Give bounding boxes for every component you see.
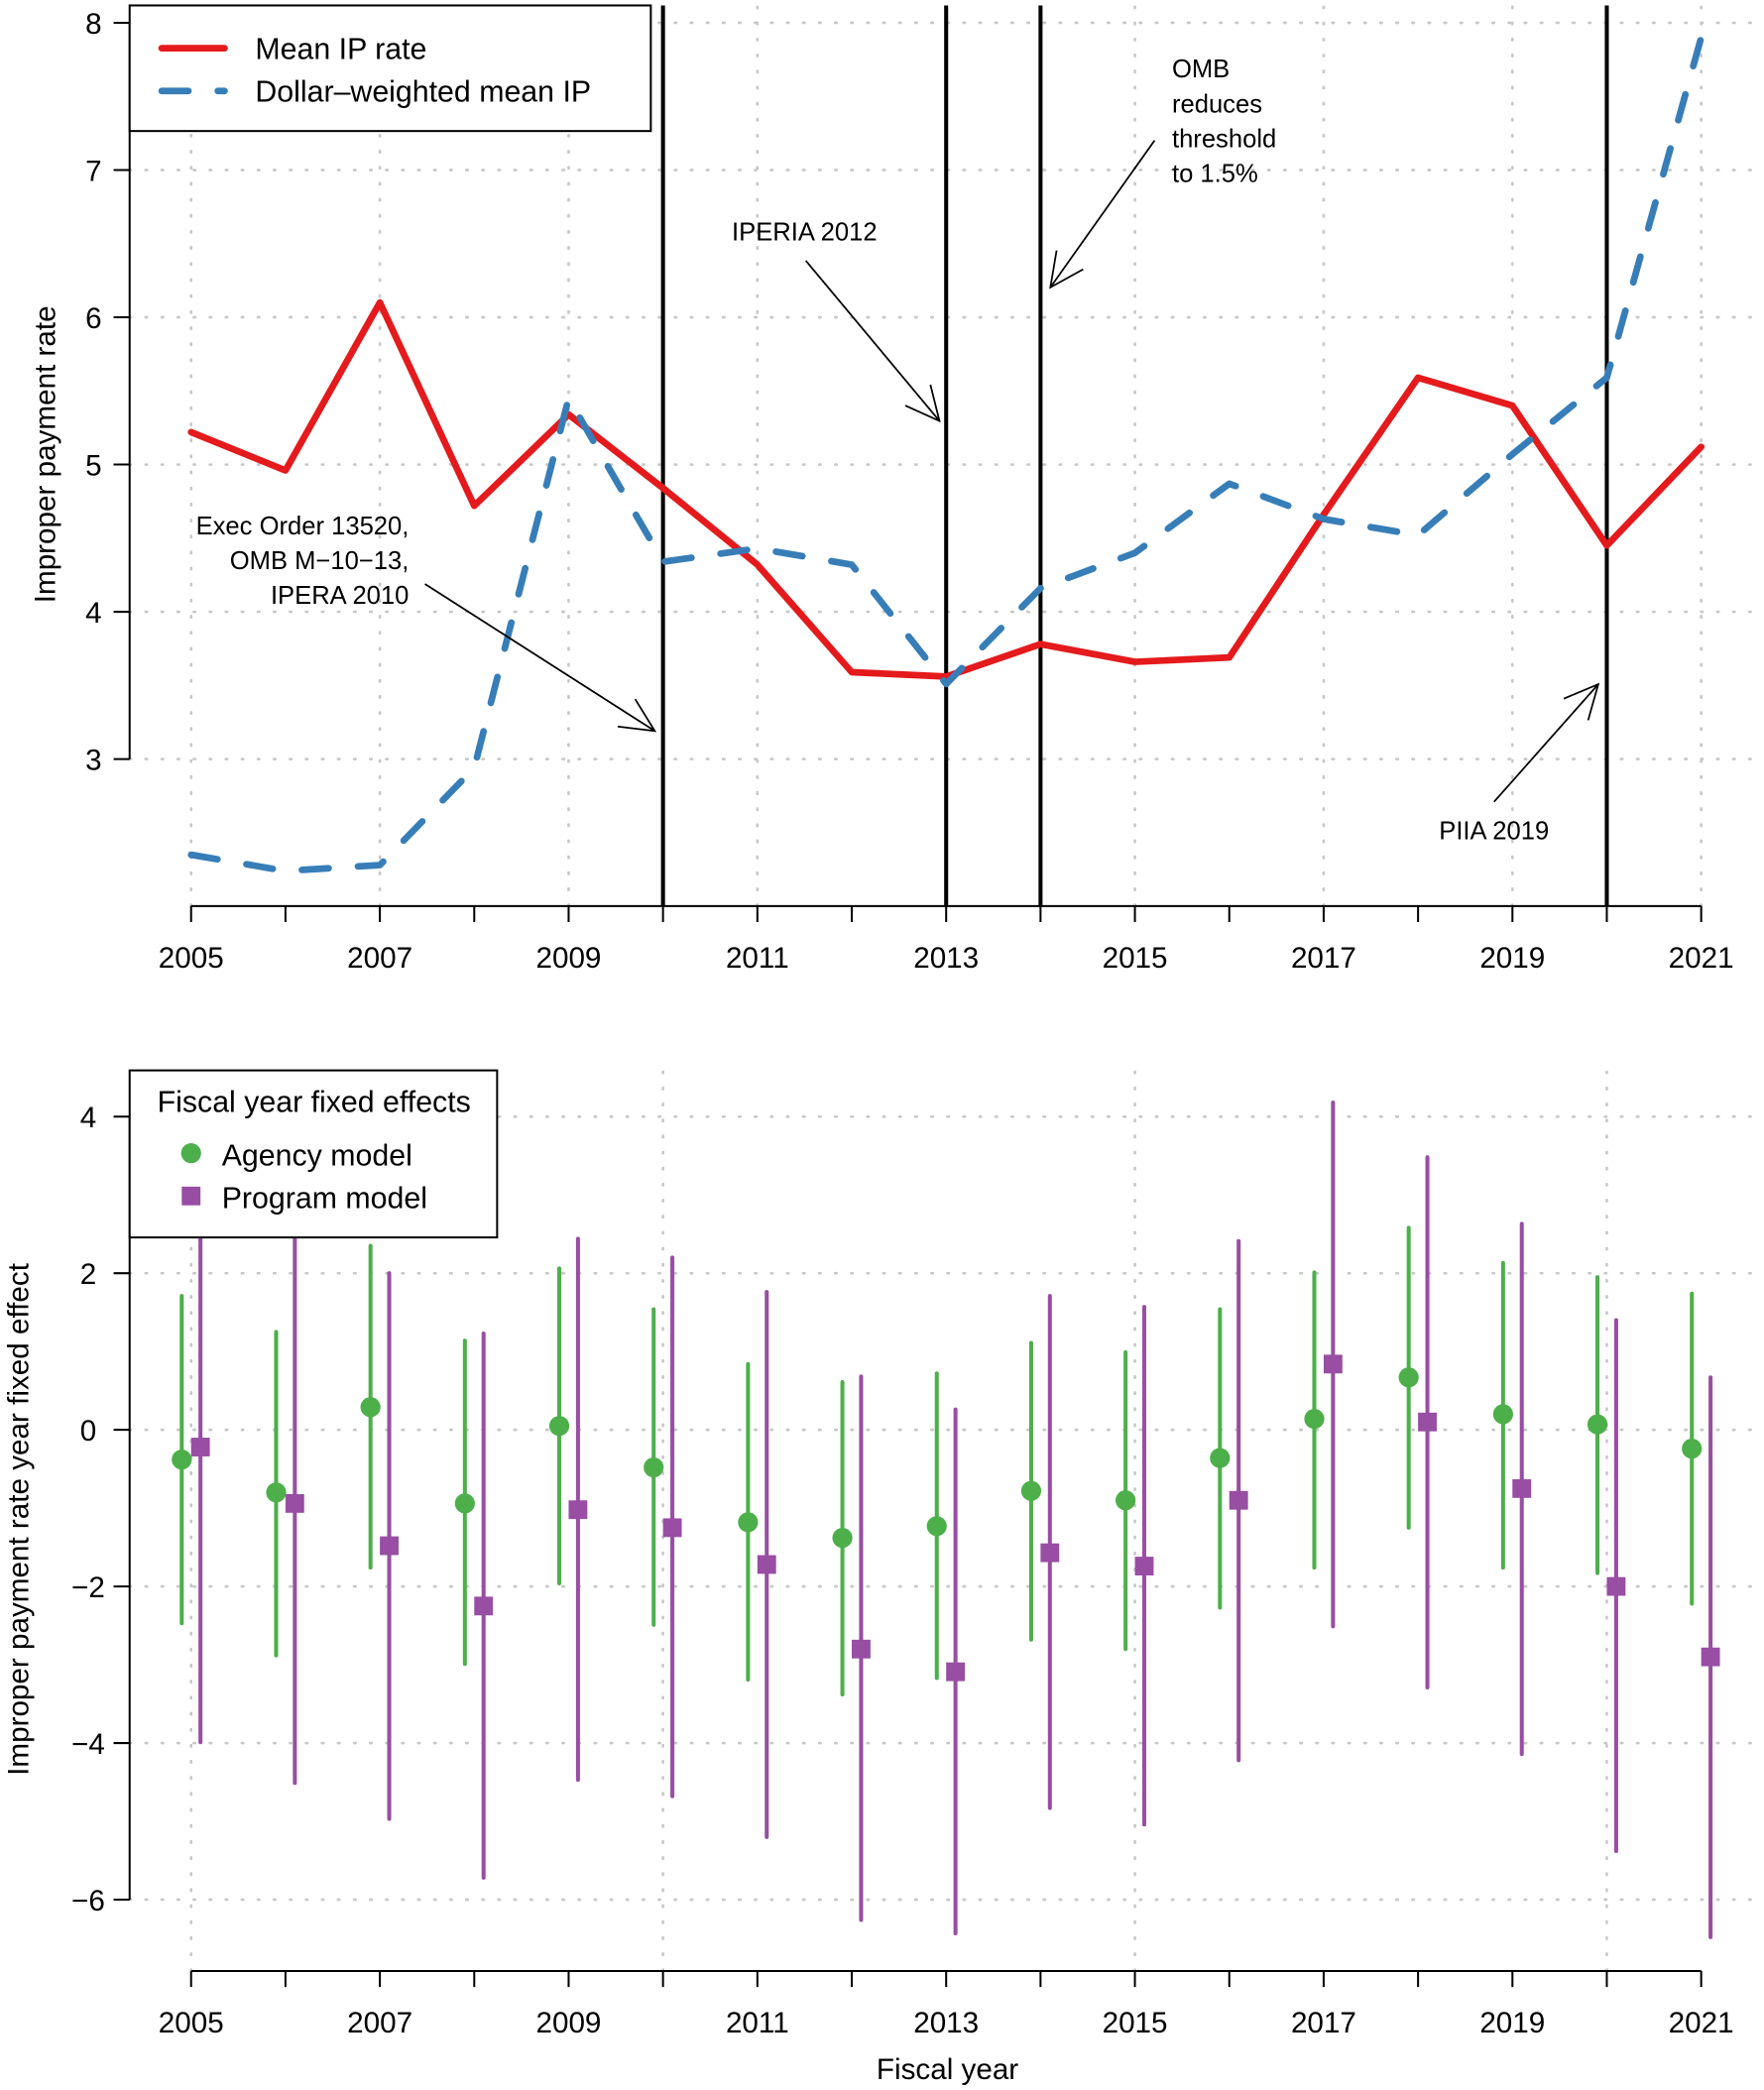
y-tick-label: 3	[85, 744, 102, 776]
program-point	[1134, 1557, 1154, 1575]
annotation-text: PIIA 2019	[1439, 817, 1549, 845]
legend-box	[128, 4, 652, 133]
agency-point	[1020, 1480, 1042, 1501]
x-tick-label: 2013	[913, 942, 979, 975]
x-tick-label: 2017	[1291, 2007, 1356, 2039]
y-axis-label: Improper payment rate year fixed effect	[2, 1262, 35, 1776]
x-tick-label: 2011	[726, 2007, 789, 2039]
x-tick-label: 2017	[1291, 942, 1356, 975]
agency-point	[360, 1397, 381, 1418]
legend-title: Fiscal year fixed effects	[158, 1086, 471, 1118]
program-point	[474, 1596, 494, 1616]
program-point	[946, 1662, 966, 1682]
bottom-chart: −6 −4 −2 0 2 4 2005 2007 2009 2011 2013 2015 2017 201…	[2, 1069, 1764, 2086]
x-tick-label: 2009	[535, 2007, 601, 2039]
program-point	[1040, 1543, 1060, 1563]
program-point	[1606, 1576, 1626, 1596]
program-point	[568, 1500, 588, 1520]
agency-point	[548, 1416, 570, 1437]
x-tick-label: 2011	[726, 942, 789, 975]
agency-point	[1116, 1490, 1136, 1511]
x-tick-label: 2007	[347, 942, 412, 975]
agency-point	[1398, 1367, 1419, 1388]
legend-swatch-agency	[180, 1143, 201, 1164]
legend-label: Program model	[222, 1182, 427, 1215]
y-tick-label: 4	[80, 1102, 96, 1134]
y-axis-label: Improper payment rate	[29, 305, 61, 603]
program-point	[285, 1493, 304, 1513]
program-point	[190, 1438, 210, 1456]
x-tick-label: 2019	[1479, 942, 1545, 975]
annotation-text: Exec Order 13520,	[196, 513, 410, 540]
annotation-text: to 1.5%	[1172, 160, 1258, 187]
x-tick-label: 2015	[1103, 942, 1168, 975]
legend-label: Mean IP rate	[255, 33, 426, 65]
program-point	[662, 1518, 682, 1538]
x-tick-label: 2019	[1479, 2007, 1545, 2039]
program-point	[1229, 1490, 1248, 1510]
annotation-text: OMB	[1172, 56, 1230, 83]
x-tick-label: 2009	[535, 942, 601, 975]
program-point	[852, 1639, 871, 1659]
agency-point	[1682, 1438, 1703, 1459]
program-point	[380, 1536, 399, 1556]
annotation-text: IPERA 2010	[271, 582, 409, 610]
x-axis-label: Fiscal year	[877, 2053, 1018, 2086]
arrowhead	[904, 384, 941, 423]
agency-point	[454, 1493, 475, 1514]
agency-point	[738, 1512, 759, 1533]
agency-point	[266, 1482, 287, 1503]
annotation-text: reduces	[1172, 90, 1262, 118]
arrowhead	[1049, 250, 1084, 290]
legend-swatch-program	[181, 1186, 201, 1206]
y-tick-label: −4	[71, 1728, 105, 1761]
y-tick-label: 5	[85, 449, 102, 482]
annotation-arrow	[1049, 140, 1156, 289]
program-point	[1323, 1354, 1343, 1374]
legend-label: Dollar–weighted mean IP	[255, 76, 591, 109]
x-tick-label: 2005	[159, 2007, 224, 2039]
y-tick-label: 0	[80, 1415, 96, 1448]
agency-point	[1587, 1414, 1608, 1435]
agency-point	[926, 1516, 947, 1537]
y-tick-label: −6	[71, 1885, 105, 1917]
y-tick-label: 4	[85, 597, 102, 630]
annotation-text: threshold	[1172, 125, 1276, 153]
x-tick-label: 2013	[913, 2007, 979, 2039]
y-tick-label: 6	[85, 302, 102, 335]
annotation-arrow	[1493, 683, 1599, 803]
agency-point	[832, 1528, 853, 1549]
agency-point	[1492, 1404, 1513, 1425]
arrowhead	[1563, 682, 1600, 721]
annotation-arrow	[424, 583, 655, 733]
x-tick-label: 2021	[1669, 2007, 1734, 2039]
top-chart: 3 4 5 6 7 8 2005 2007 2009 2011 2013 2015 2017 2019 20…	[29, 4, 1764, 975]
agency-point	[172, 1450, 192, 1470]
arrowhead	[617, 698, 657, 733]
program-point	[1512, 1478, 1532, 1498]
program-point	[1418, 1412, 1437, 1432]
agency-point	[1210, 1448, 1231, 1468]
x-tick-label: 2005	[159, 942, 224, 975]
y-tick-label: 8	[85, 8, 102, 41]
x-tick-label: 2021	[1669, 942, 1734, 975]
annotation-text: OMB M−10−13,	[230, 547, 410, 575]
x-tick-label: 2007	[347, 2007, 412, 2039]
legend-label: Agency model	[222, 1139, 412, 1172]
program-point	[1701, 1647, 1720, 1667]
annotation-text: IPERIA 2012	[732, 219, 878, 247]
y-tick-label: −2	[71, 1571, 105, 1604]
y-tick-label: 7	[85, 155, 102, 187]
x-tick-label: 2015	[1103, 2007, 1168, 2039]
program-point	[757, 1555, 776, 1574]
agency-point	[1304, 1408, 1325, 1430]
agency-point	[644, 1456, 664, 1478]
y-tick-label: 2	[80, 1258, 96, 1291]
annotation-arrow	[805, 260, 941, 422]
